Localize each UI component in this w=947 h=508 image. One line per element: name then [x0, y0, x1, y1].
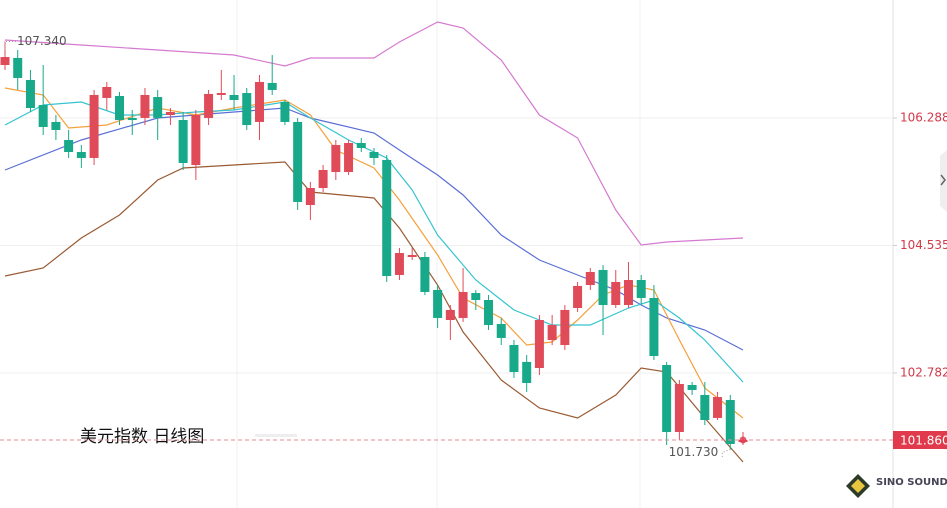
candle-body — [662, 365, 672, 432]
high-marker — [4, 40, 17, 50]
y-tick-label: 102.782 — [900, 365, 947, 379]
last-price-dot — [739, 436, 747, 444]
candle-body — [25, 80, 35, 108]
candle-body — [140, 94, 150, 118]
candle-body — [585, 272, 595, 286]
candle-body — [560, 309, 570, 346]
indicator-line — [4, 107, 744, 351]
candle-body — [598, 269, 608, 306]
candle-body — [713, 397, 723, 418]
last-price-box — [893, 431, 947, 449]
decor — [255, 434, 297, 437]
candle-body — [484, 300, 494, 326]
high-label: 107.340 — [17, 34, 67, 48]
candle-body — [76, 152, 86, 158]
candle-body — [611, 281, 621, 306]
candle-body — [318, 169, 328, 188]
candle-body — [242, 93, 252, 126]
indicator-line — [4, 101, 744, 383]
candle-body — [305, 188, 315, 206]
candle-body — [369, 152, 379, 158]
indicator-line — [4, 21, 744, 246]
y-tick-label: 106.288 — [900, 110, 947, 124]
candle-body — [191, 114, 201, 166]
candle-body — [636, 280, 646, 298]
candle-body — [331, 145, 341, 172]
candle-body — [204, 93, 214, 118]
candle-body — [89, 94, 99, 158]
candle-body — [420, 257, 430, 292]
vertical-grid — [236, 0, 641, 508]
candle-body — [344, 142, 354, 172]
candle-body — [356, 142, 366, 148]
candle-body — [674, 384, 684, 432]
watermark: SINO SOUND — [876, 477, 947, 488]
indicator-line — [4, 87, 744, 419]
low-marker — [721, 448, 731, 458]
last-price-label: 101.860 — [900, 434, 947, 448]
candle-body — [649, 297, 659, 356]
candle-body — [153, 97, 163, 118]
candle-body — [64, 140, 74, 152]
candle-body — [38, 105, 48, 127]
candle-body — [573, 285, 583, 308]
candle-body — [382, 160, 392, 276]
candle-body — [0, 57, 10, 66]
candle-body — [13, 57, 23, 78]
candle-body — [293, 121, 303, 202]
candle-body — [471, 293, 481, 300]
candle-body — [127, 117, 137, 120]
candle-body — [102, 86, 112, 98]
y-tick-label: 104.535 — [900, 238, 947, 252]
candle-body — [496, 324, 506, 338]
chart-title: 美元指数 日线图 — [80, 427, 204, 447]
candle-body — [458, 292, 468, 318]
candle-body — [115, 96, 125, 120]
chevron-icon — [940, 174, 946, 186]
logo-icon-inner — [851, 479, 865, 493]
candle-body — [267, 82, 277, 90]
indicator-line — [4, 161, 744, 463]
candle-body — [534, 320, 544, 368]
candle-body — [687, 385, 697, 390]
candle-body — [394, 253, 404, 275]
candle-body — [522, 361, 532, 383]
candle-body — [254, 81, 264, 122]
candle-body — [700, 394, 710, 420]
candle-body — [623, 280, 633, 306]
candle-body — [216, 93, 226, 95]
candle-body — [547, 325, 557, 340]
candle-body — [280, 101, 290, 122]
candle-body — [165, 112, 175, 115]
candle-body — [229, 94, 239, 100]
candle-body — [725, 400, 735, 444]
candle-body — [445, 309, 455, 320]
candle-body — [509, 345, 519, 372]
candle-body — [407, 254, 417, 258]
candle-body — [51, 121, 61, 130]
candle-body — [178, 120, 188, 163]
low-label: 101.730 — [669, 445, 719, 459]
candle-body — [433, 289, 443, 318]
